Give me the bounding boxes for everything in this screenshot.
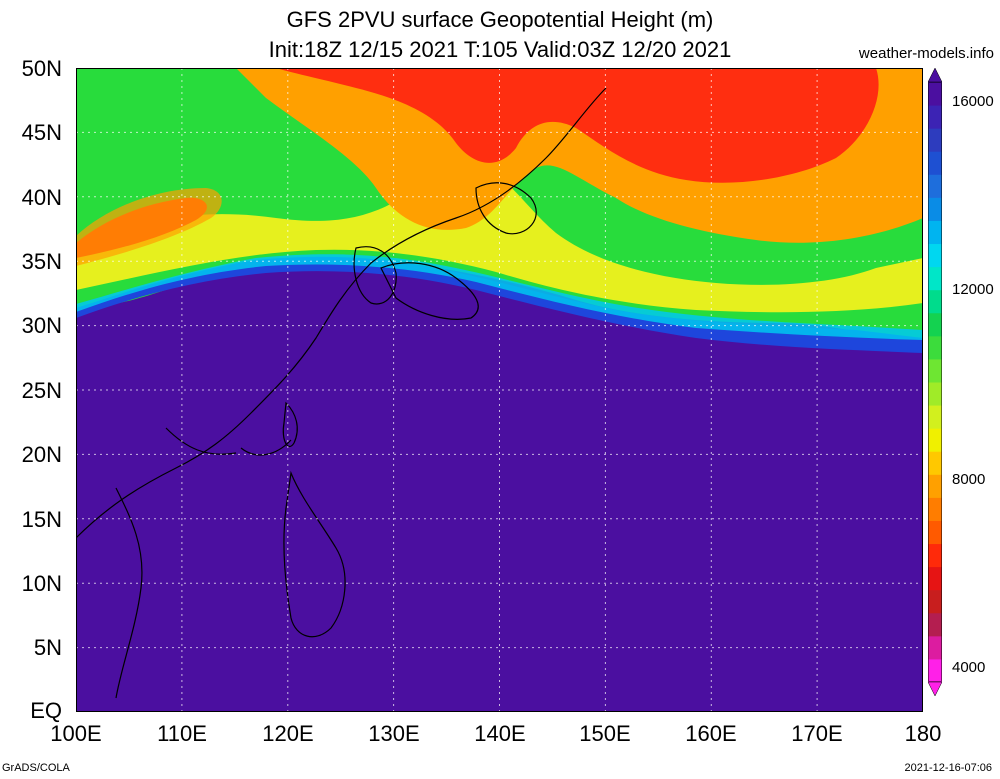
lat-label-40n: 40N	[21, 185, 62, 210]
lat-label-15n: 15N	[21, 507, 62, 532]
colorbar-segment	[928, 266, 942, 291]
colorbar-segment	[928, 428, 942, 452]
lat-label-eq: EQ	[30, 698, 62, 723]
colorbar-label-4000: 4000	[952, 659, 986, 676]
colorbar-segment	[928, 520, 942, 545]
footer-timestamp: 2021-12-16-07:06	[904, 762, 992, 774]
colorbar-label-12000: 12000	[952, 281, 994, 298]
colorbar-segment	[928, 197, 942, 221]
cyan-front	[76, 254, 923, 340]
colorbar-frame	[928, 82, 942, 682]
lat-label-50n: 50N	[21, 56, 62, 81]
lat-label-20n: 20N	[21, 442, 62, 467]
colorbar-segment	[928, 358, 942, 383]
geopotential-map	[75, 68, 923, 712]
red-core-north	[276, 68, 879, 183]
lon-label-160e: 160E	[685, 721, 737, 746]
colorbar-segment	[928, 543, 942, 568]
lat-label-35n: 35N	[21, 249, 62, 274]
colorbar-segment	[928, 128, 942, 152]
lat-label-10n: 10N	[21, 571, 62, 596]
orange-patch-west	[76, 188, 222, 266]
lat-label-25n: 25N	[21, 378, 62, 403]
lon-label-130e: 130E	[368, 721, 420, 746]
colorbar-segment	[928, 335, 942, 360]
colorbar-segment	[928, 451, 942, 475]
colorbar-segment	[928, 174, 942, 198]
colorbar-segment	[928, 612, 942, 637]
map-frame	[76, 68, 923, 712]
colorbar-top-cap	[928, 68, 942, 82]
lon-label-110e: 110E	[157, 721, 207, 746]
colorbar-segment	[928, 635, 942, 660]
lon-label-100e: 100E	[50, 721, 102, 746]
colorbar	[928, 82, 942, 682]
lat-label-5n: 5N	[33, 635, 62, 660]
lon-label-170e: 170E	[791, 721, 843, 746]
colorbar-segment	[928, 151, 942, 175]
colorbar-segment	[928, 405, 942, 429]
lat-label-45n: 45N	[21, 120, 62, 145]
colorbar-segment	[928, 382, 942, 406]
colorbar-label-16000: 16000	[952, 93, 994, 110]
colorbar-segment	[928, 289, 942, 314]
colorbar-segment	[928, 105, 942, 129]
lon-label-150e: 150E	[579, 721, 631, 746]
coastlines	[75, 87, 607, 699]
colorbar-segment	[928, 243, 942, 268]
colorbar-segment	[928, 497, 942, 521]
chart-title-line1: GFS 2PVU surface Geopotential Height (m)	[286, 7, 714, 32]
colorbar-segment	[928, 312, 942, 337]
colorbar-segment	[928, 589, 942, 614]
chart-title-line2: Init:18Z 12/15 2021 T:105 Valid:03Z 12/2…	[268, 37, 732, 62]
lat-label-30n: 30N	[21, 313, 62, 338]
colorbar-segment	[928, 474, 942, 498]
source-label: weather-models.info	[858, 45, 994, 62]
colorbar-segment	[928, 566, 942, 591]
colorbar-segment	[928, 220, 942, 245]
colorbar-label-8000: 8000	[952, 471, 986, 488]
colorbar-bottom-cap	[928, 682, 942, 696]
lon-label-120e: 120E	[262, 721, 314, 746]
colorbar-segment	[928, 658, 942, 682]
colorbar-segment	[928, 82, 942, 106]
footer-credit: GrADS/COLA	[2, 762, 70, 774]
lon-label-180: 180	[904, 721, 942, 746]
map-panel	[75, 68, 923, 712]
lon-label-140e: 140E	[474, 721, 526, 746]
